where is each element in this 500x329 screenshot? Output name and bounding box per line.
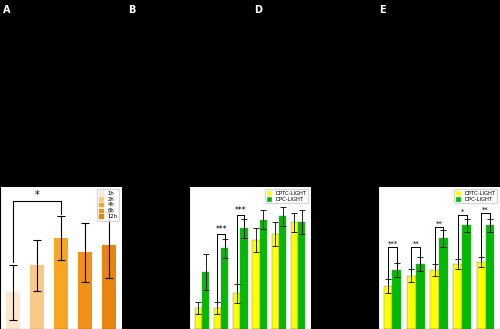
Text: *: * bbox=[460, 209, 464, 215]
Bar bbox=[454, 264, 462, 329]
Bar bbox=[462, 225, 471, 329]
Text: **: ** bbox=[436, 221, 442, 227]
Bar bbox=[30, 265, 44, 329]
Bar bbox=[252, 240, 260, 329]
Bar bbox=[298, 222, 306, 329]
Text: B: B bbox=[128, 5, 136, 15]
Bar bbox=[279, 216, 286, 329]
Bar bbox=[430, 270, 439, 329]
Bar bbox=[202, 272, 209, 329]
Bar bbox=[78, 252, 92, 329]
Bar bbox=[194, 308, 202, 329]
Bar bbox=[416, 264, 424, 329]
Bar bbox=[384, 286, 392, 329]
Text: ***: *** bbox=[234, 206, 246, 215]
Y-axis label: Viability (%): Viability (%) bbox=[346, 237, 353, 279]
Bar bbox=[486, 225, 494, 329]
Text: D: D bbox=[254, 5, 262, 15]
Bar bbox=[272, 234, 279, 329]
Text: ***: *** bbox=[216, 224, 227, 234]
Bar bbox=[439, 239, 448, 329]
Legend: DPTC-LIGHT, DPC-LIGHT: DPTC-LIGHT, DPC-LIGHT bbox=[265, 189, 308, 203]
Y-axis label: Viability (%): Viability (%) bbox=[158, 237, 164, 279]
Text: **: ** bbox=[412, 240, 419, 247]
Text: A: A bbox=[2, 5, 10, 15]
Bar bbox=[233, 293, 240, 329]
Legend: DPTC-LIGHT, DPC-LIGHT: DPTC-LIGHT, DPC-LIGHT bbox=[454, 189, 498, 203]
Text: G: G bbox=[342, 178, 350, 188]
Bar bbox=[6, 292, 20, 329]
Bar bbox=[477, 262, 486, 329]
Text: *: * bbox=[34, 190, 39, 200]
Text: F: F bbox=[152, 178, 160, 188]
Bar bbox=[240, 228, 248, 329]
Legend: 1h, 2h, 4h, 6h, 12h: 1h, 2h, 4h, 6h, 12h bbox=[97, 189, 120, 221]
Bar bbox=[407, 275, 416, 329]
Bar bbox=[54, 238, 68, 329]
Bar bbox=[102, 245, 117, 329]
Bar bbox=[221, 248, 228, 329]
Bar bbox=[260, 220, 267, 329]
Text: E: E bbox=[380, 5, 386, 15]
Text: ***: *** bbox=[388, 240, 398, 247]
Bar bbox=[291, 222, 298, 329]
Text: **: ** bbox=[482, 207, 489, 213]
Bar bbox=[392, 270, 402, 329]
Bar bbox=[214, 308, 221, 329]
